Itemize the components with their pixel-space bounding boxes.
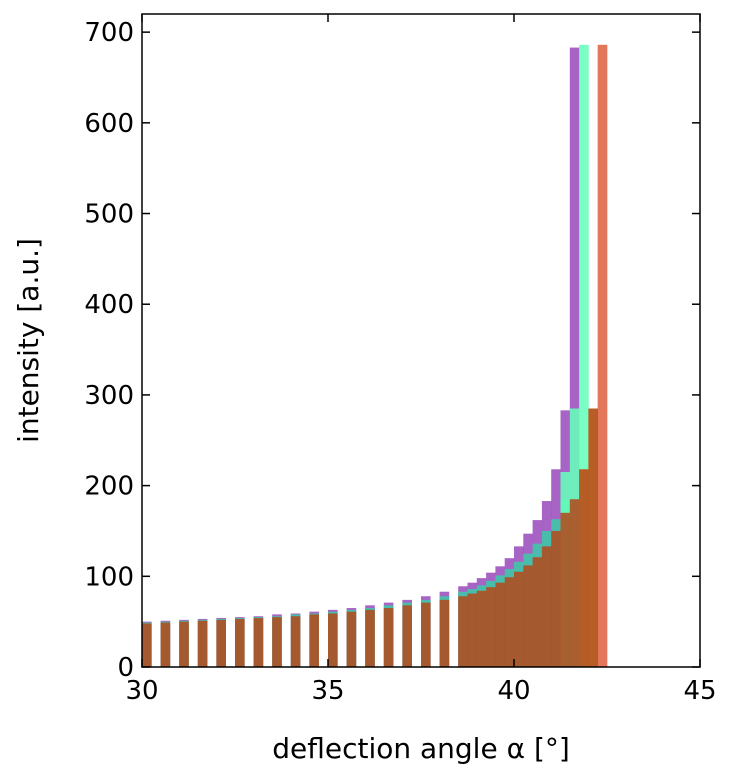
histogram-bar-s5-b15 <box>421 602 431 667</box>
histogram-bar-s5-b3 <box>197 620 208 667</box>
histogram-bar-s5-b22 <box>504 577 515 667</box>
y-tick-label: 200 <box>84 472 134 502</box>
x-tick-label: 35 <box>311 676 344 706</box>
histogram-bar-s5-b13 <box>383 608 394 667</box>
y-tick-label: 0 <box>117 653 134 683</box>
histogram-bar-s5-b25 <box>532 557 543 667</box>
x-axis-label: deflection angle α [°] <box>272 732 570 765</box>
histogram-bar-s0-b29 <box>569 47 580 667</box>
histogram-bar-s5-b1 <box>160 622 171 667</box>
y-tick-label: 400 <box>84 290 134 320</box>
histogram-bar-s5-b6 <box>253 618 264 667</box>
y-tick-label: 100 <box>84 562 134 592</box>
histogram-bar-s5-b10 <box>328 613 338 667</box>
histogram-bar-s5-b28 <box>560 512 571 667</box>
histogram-bar-s5-b24 <box>523 565 533 667</box>
histogram-bar-s5-b30 <box>579 469 589 667</box>
plot-frame <box>141 13 701 668</box>
histogram-bar-s5-b9 <box>309 614 319 667</box>
x-tick-label: 40 <box>497 676 530 706</box>
histogram-bar-s5-b21 <box>495 582 505 667</box>
y-tick-label: 700 <box>84 18 134 48</box>
histogram-bar-s5-b31 <box>588 408 598 667</box>
x-tick-label: 30 <box>125 676 158 706</box>
histogram-bar-s5-b0 <box>142 623 152 667</box>
histogram-bar-s5-b8 <box>290 616 301 667</box>
y-tick-label: 600 <box>84 109 134 139</box>
histogram-bar-s5-b14 <box>402 605 412 667</box>
histogram-bar-s5-b16 <box>439 599 450 667</box>
histogram-bar-s5-b12 <box>365 609 375 667</box>
histogram-bar-s5-b4 <box>216 619 226 667</box>
histogram-bar-s5-b5 <box>235 618 245 667</box>
bars-layer <box>142 44 608 667</box>
histogram-bar-s5-b27 <box>551 530 561 667</box>
histogram-bar-s5-b26 <box>541 546 552 667</box>
histogram-bar-s5-b18 <box>467 593 478 667</box>
histogram-bar-s5-b29 <box>569 499 580 667</box>
histogram-bar-s4-b0 <box>597 44 608 667</box>
histogram-bar-s5-b11 <box>346 611 357 667</box>
histogram-bar-s2-b2 <box>579 44 589 667</box>
y-tick-label: 300 <box>84 381 134 411</box>
y-tick-label: 500 <box>84 200 134 230</box>
histogram-bar-s5-b7 <box>272 617 282 667</box>
y-axis-label: intensity [a.u.] <box>12 238 45 443</box>
ticks-layer: 30 35 40 45 0 100 200 300 400 500 600 700 <box>84 14 717 706</box>
x-tick-label: 45 <box>683 676 716 706</box>
histogram-bar-s5-b19 <box>476 590 487 667</box>
histogram-bar-s5-b2 <box>179 621 189 667</box>
histogram-bar-s5-b17 <box>458 596 468 667</box>
histogram-bar-s5-b20 <box>486 587 496 667</box>
histogram-bar-s5-b23 <box>514 571 524 667</box>
